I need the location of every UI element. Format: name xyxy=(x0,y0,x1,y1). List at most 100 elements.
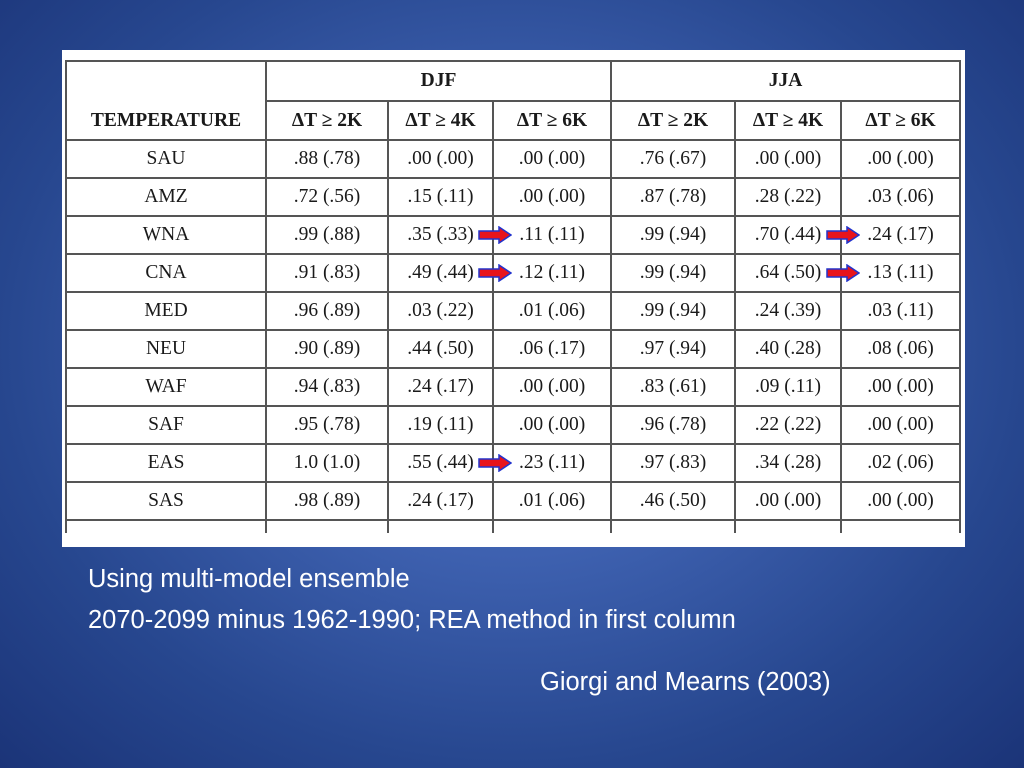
value-cell: .91 (.83) xyxy=(265,253,389,293)
value-cell: .87 (.78) xyxy=(610,177,736,217)
value-cell: .99 (.94) xyxy=(610,215,736,255)
value-cell: .03 (.11) xyxy=(840,291,961,331)
table-row: AMZ .72 (.56) .15 (.11) .00 (.00) .87 (.78).… xyxy=(65,177,961,217)
cell-value: .00 (.00) xyxy=(867,414,934,435)
cell-value: .87 (.78) xyxy=(639,186,707,207)
value-cell: .08 (.06) xyxy=(840,329,961,369)
cell-value: .99 (.94) xyxy=(639,300,707,321)
value-cell: .06 (.17) xyxy=(492,329,612,369)
citation: Giorgi and Mearns (2003) xyxy=(540,668,831,696)
value-cell: .01 (.06) xyxy=(492,481,612,521)
value-cell: 1.0 (1.0) xyxy=(265,443,389,483)
value-cell: .55 (.44) xyxy=(387,443,494,483)
value-cell: .24 (.39) xyxy=(734,291,842,331)
value-cell: .00 (.00) xyxy=(734,481,842,521)
red-arrow-icon xyxy=(826,226,860,244)
cell-value: .24 (.39) xyxy=(754,300,822,321)
cell-value: .00 (.00) xyxy=(518,414,586,435)
value-cell: .99 (.94) xyxy=(610,253,736,293)
cell-value: .22 (.22) xyxy=(754,414,822,435)
table-row: WAF .94 (.83) .24 (.17) .00 (.00) .83 (.61).… xyxy=(65,367,961,407)
value-cell: .90 (.89) xyxy=(265,329,389,369)
cell-value: .00 (.00) xyxy=(518,376,586,397)
region-label: WNA xyxy=(65,215,267,255)
cell-value: .96 (.89) xyxy=(293,300,361,321)
table-row: SAU .88 (.78) .00 (.00) .00 (.00) .76 (.67).… xyxy=(65,139,961,179)
cell-value: .96 (.78) xyxy=(639,414,707,435)
cell-value: .70 (.44) xyxy=(754,224,822,245)
cell-value: .15 (.11) xyxy=(407,186,474,207)
caption-ensemble: Using multi-model ensemble xyxy=(88,565,410,593)
cell-value: .02 (.06) xyxy=(867,452,934,473)
cell-value: .95 (.78) xyxy=(293,414,361,435)
value-cell: .99 (.94) xyxy=(610,291,736,331)
value-cell: .95 (.78) xyxy=(265,405,389,445)
empty-cell xyxy=(492,519,612,533)
threshold-header: ΔT ≥ 6K xyxy=(492,100,612,141)
cell-value: .88 (.78) xyxy=(293,148,361,169)
table-row: MED .96 (.89) .03 (.22) .01 (.06) .99 (.94).… xyxy=(65,291,961,331)
value-cell: .00 (.00) xyxy=(840,481,961,521)
threshold-header: ΔT ≥ 4K xyxy=(387,100,494,141)
value-cell: .00 (.00) xyxy=(492,139,612,179)
cell-value: .00 (.00) xyxy=(518,186,586,207)
season-header-row: TEMPERATURE DJF JJA xyxy=(65,60,961,141)
cell-value: .01 (.06) xyxy=(518,490,586,511)
value-cell: .15 (.11) xyxy=(387,177,494,217)
table-row: SAF .95 (.78) .19 (.11) .00 (.00) .96 (.78).… xyxy=(65,405,961,445)
empty-cell xyxy=(387,519,494,533)
table-row: CNA .91 (.83) .49 (.44) .12 (.11) .99 (.94).… xyxy=(65,253,961,293)
value-cell: .64 (.50) xyxy=(734,253,842,293)
value-cell: .00 (.00) xyxy=(840,405,961,445)
cell-value: .00 (.00) xyxy=(407,148,474,169)
value-cell: .01 (.06) xyxy=(492,291,612,331)
cell-value: .00 (.00) xyxy=(867,148,934,169)
cell-value: .98 (.89) xyxy=(293,490,361,511)
value-cell: .35 (.33) xyxy=(387,215,494,255)
cell-value: .03 (.22) xyxy=(407,300,474,321)
empty-cell xyxy=(265,519,389,533)
cell-value: .99 (.94) xyxy=(639,262,707,283)
cell-value: .76 (.67) xyxy=(639,148,707,169)
region-label: SAF xyxy=(65,405,267,445)
value-cell: .98 (.89) xyxy=(265,481,389,521)
region-label: CNA xyxy=(65,253,267,293)
value-cell: .44 (.50) xyxy=(387,329,494,369)
red-arrow-icon xyxy=(478,226,512,244)
cell-value: .09 (.11) xyxy=(755,376,821,397)
region-label: EAS xyxy=(65,443,267,483)
value-cell: .19 (.11) xyxy=(387,405,494,445)
empty-cell xyxy=(734,519,842,533)
cell-value: .97 (.94) xyxy=(639,338,707,359)
value-cell: .00 (.00) xyxy=(492,405,612,445)
cell-value: .00 (.00) xyxy=(754,490,822,511)
value-cell: .49 (.44) xyxy=(387,253,494,293)
value-cell: .83 (.61) xyxy=(610,367,736,407)
cell-value: .11 (.11) xyxy=(519,224,585,245)
value-cell: .99 (.88) xyxy=(265,215,389,255)
jja-header: JJA xyxy=(610,60,961,102)
cell-value: .99 (.94) xyxy=(639,224,707,245)
cell-value: .44 (.50) xyxy=(407,338,474,359)
threshold-header-row: ΔT ≥ 2K ΔT ≥ 4K ΔT ≥ 6K ΔT ≥ 2K ΔT ≥ 4K … xyxy=(66,100,961,141)
red-arrow-icon xyxy=(478,454,512,472)
empty-cell xyxy=(610,519,736,533)
table-row-cutoff xyxy=(65,519,961,533)
cell-value: .94 (.83) xyxy=(293,376,361,397)
region-label: SAS xyxy=(65,481,267,521)
cell-value: .83 (.61) xyxy=(639,376,707,397)
cell-value: .24 (.17) xyxy=(867,224,934,245)
djf-header: DJF xyxy=(265,60,612,102)
region-label: WAF xyxy=(65,367,267,407)
cell-value: .00 (.00) xyxy=(867,376,934,397)
cell-value: .46 (.50) xyxy=(639,490,707,511)
cell-value: .03 (.11) xyxy=(867,300,934,321)
probability-table: TEMPERATURE DJF JJA ΔT ≥ 2K ΔT ≥ 4K ΔT ≥… xyxy=(65,60,961,533)
cell-value: 1.0 (1.0) xyxy=(293,452,361,473)
cell-value: .03 (.06) xyxy=(867,186,934,207)
cell-value: .13 (.11) xyxy=(867,262,934,283)
value-cell: .40 (.28) xyxy=(734,329,842,369)
cell-value: .64 (.50) xyxy=(754,262,822,283)
cell-value: .01 (.06) xyxy=(518,300,586,321)
value-cell: .76 (.67) xyxy=(610,139,736,179)
